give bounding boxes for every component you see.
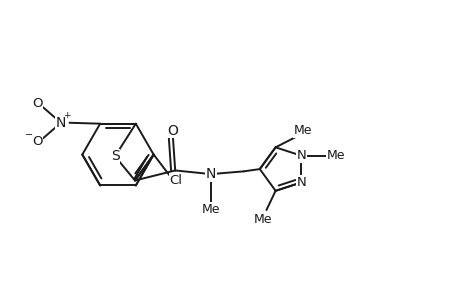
Text: +: + — [63, 111, 70, 120]
Text: O: O — [32, 97, 43, 110]
Text: N: N — [296, 149, 305, 162]
Text: O: O — [32, 136, 43, 148]
Text: N: N — [56, 116, 67, 130]
Text: Me: Me — [326, 149, 345, 162]
Text: O: O — [167, 124, 178, 138]
Text: −: − — [25, 130, 33, 140]
Text: N: N — [205, 167, 216, 181]
Text: S: S — [111, 149, 119, 163]
Text: Cl: Cl — [169, 173, 182, 187]
Text: Me: Me — [253, 213, 271, 226]
Text: N: N — [296, 176, 305, 189]
Text: Me: Me — [201, 203, 220, 216]
Text: Me: Me — [293, 124, 312, 137]
